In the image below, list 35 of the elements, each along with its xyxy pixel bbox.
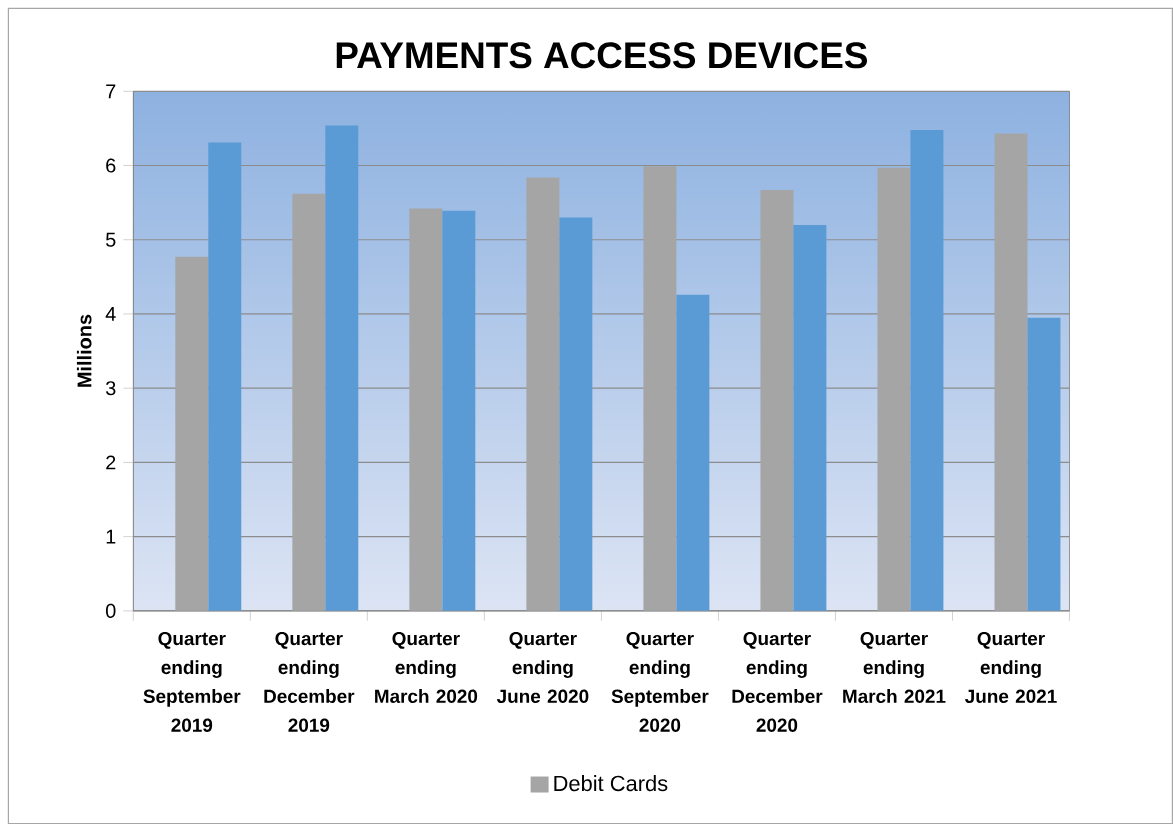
bar [208, 142, 242, 611]
bar [442, 210, 476, 611]
bar [760, 189, 794, 611]
x-tick-label: Quarter ending September 2019 [143, 631, 241, 732]
y-tick-label: 2 [106, 455, 116, 470]
bar [526, 177, 560, 611]
legend-label: Debit Cards [554, 774, 668, 792]
bar [994, 133, 1028, 611]
x-tick-label: Quarter ending March 2021 [843, 631, 946, 703]
chart-title: PAYMENTS ACCESS DEVICES [336, 42, 867, 69]
bar [292, 193, 326, 611]
y-tick-label: 7 [106, 84, 116, 99]
y-tick-label: 3 [105, 381, 116, 396]
x-tick-label: Quarter ending June 2020 [496, 631, 589, 703]
y-axis-title: Millions [76, 314, 92, 387]
bar [175, 256, 209, 611]
bar [643, 166, 677, 611]
bar [877, 167, 911, 611]
bar [1027, 317, 1061, 611]
x-tick-label: Quarter ending December 2019 [264, 631, 355, 732]
y-tick-label: 1 [106, 529, 116, 544]
y-tick-label: 0 [105, 603, 116, 618]
bar [793, 224, 827, 611]
y-tick-label: 5 [106, 232, 116, 247]
bar [559, 217, 593, 611]
bar [325, 125, 359, 611]
bar [910, 129, 944, 611]
x-tick-label: Quarter ending June 2021 [965, 631, 1057, 703]
bar [676, 294, 710, 611]
y-tick-label: 6 [106, 158, 116, 173]
x-tick-label: Quarter ending September 2020 [611, 631, 709, 732]
y-tick-label: 4 [105, 306, 116, 321]
bar [409, 208, 443, 611]
x-tick-label: Quarter ending December 2020 [732, 631, 823, 732]
x-tick-label: Quarter ending March 2020 [375, 631, 478, 703]
